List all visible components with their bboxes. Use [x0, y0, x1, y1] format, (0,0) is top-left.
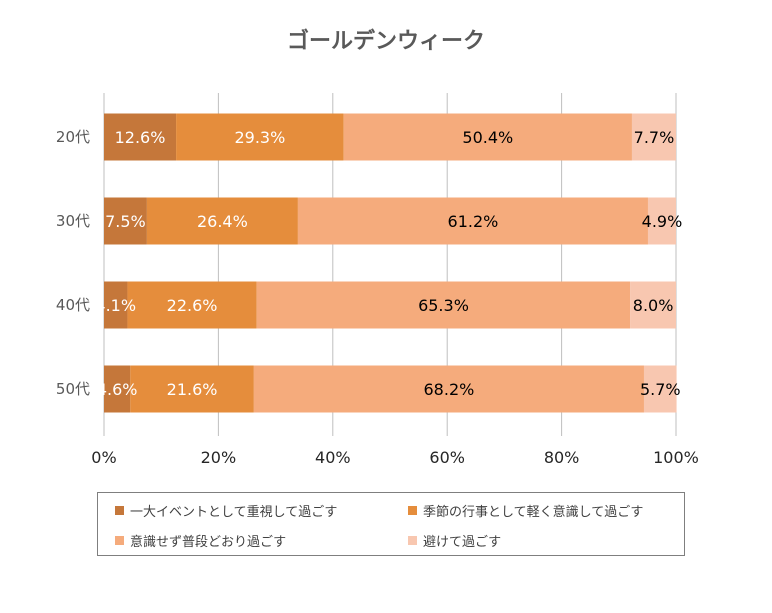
legend-label: 一大イベントとして重視して過ごす	[130, 505, 338, 520]
data-label: 7.5%	[105, 212, 146, 231]
bar-segment	[631, 113, 676, 161]
legend: 一大イベントとして重視して過ごす 季節の行事として軽く意識して過ごす 意識せず普…	[97, 492, 685, 556]
bar-segment	[253, 365, 644, 413]
bar-segment	[104, 197, 147, 245]
data-label: 29.3%	[234, 128, 285, 147]
bars	[104, 113, 677, 413]
legend-item: 避けて過ごす	[408, 531, 501, 550]
tick-label: 80%	[544, 448, 580, 467]
bar-segment	[104, 365, 131, 413]
tick-label: 40%	[315, 448, 351, 467]
data-label: 4.9%	[642, 212, 683, 231]
legend-label: 季節の行事として軽く意識して過ごす	[423, 505, 644, 520]
legend-label: 避けて過ごす	[423, 535, 502, 550]
data-label: 5.7%	[640, 380, 681, 399]
bar-segment	[104, 113, 177, 161]
legend-label: 意識せず普段どおり過ごす	[130, 535, 287, 550]
category-label: 30代	[56, 212, 90, 230]
bar-segment	[647, 197, 676, 245]
tick-label: 100%	[653, 448, 699, 467]
legend-item: 意識せず普段どおり過ごす	[115, 531, 286, 550]
data-label: 68.2%	[424, 380, 475, 399]
data-label: 26.4%	[197, 212, 248, 231]
bar-segment	[176, 113, 344, 161]
data-label: 7.7%	[634, 128, 675, 147]
chart-title: ゴールデンウィーク	[287, 28, 485, 54]
tick-label: 0%	[91, 448, 116, 467]
tick-label: 20%	[201, 448, 237, 467]
data-label: 50.4%	[462, 128, 513, 147]
category-label: 50代	[56, 380, 90, 398]
bar-segment	[643, 365, 677, 413]
data-label: 61.2%	[448, 212, 499, 231]
bar-segment	[130, 365, 254, 413]
bar-segment	[146, 197, 298, 245]
data-labels: 12.6% 29.3% 50.4% 7.7% 7.5% 26.4% 61.2% 4.9% 4.1…	[95, 128, 682, 399]
data-label: 4.1%	[95, 296, 136, 315]
legend-swatch	[115, 506, 124, 515]
legend-item: 季節の行事として軽く意識して過ごす	[408, 501, 643, 520]
data-label: 21.6%	[167, 380, 218, 399]
data-label: 22.6%	[167, 296, 218, 315]
bar-segment	[343, 113, 632, 161]
legend-swatch	[408, 536, 417, 545]
bar-segment	[297, 197, 648, 245]
bar-segment	[256, 281, 631, 329]
category-axis: 20代 30代 40代 50代	[56, 128, 90, 398]
category-label: 20代	[56, 128, 90, 146]
data-label: 4.6%	[97, 380, 138, 399]
bar-segment	[630, 281, 676, 329]
data-label: 8.0%	[633, 296, 674, 315]
bar-segment	[127, 281, 257, 329]
value-axis: 0% 20% 40% 60% 80% 100%	[91, 448, 699, 467]
data-label: 12.6%	[115, 128, 166, 147]
category-label: 40代	[56, 296, 90, 314]
bar-segment	[104, 281, 128, 329]
tick-label: 60%	[429, 448, 465, 467]
legend-swatch	[115, 536, 124, 545]
legend-swatch	[408, 506, 417, 515]
data-label: 65.3%	[418, 296, 469, 315]
legend-item: 一大イベントとして重視して過ごす	[115, 501, 337, 520]
